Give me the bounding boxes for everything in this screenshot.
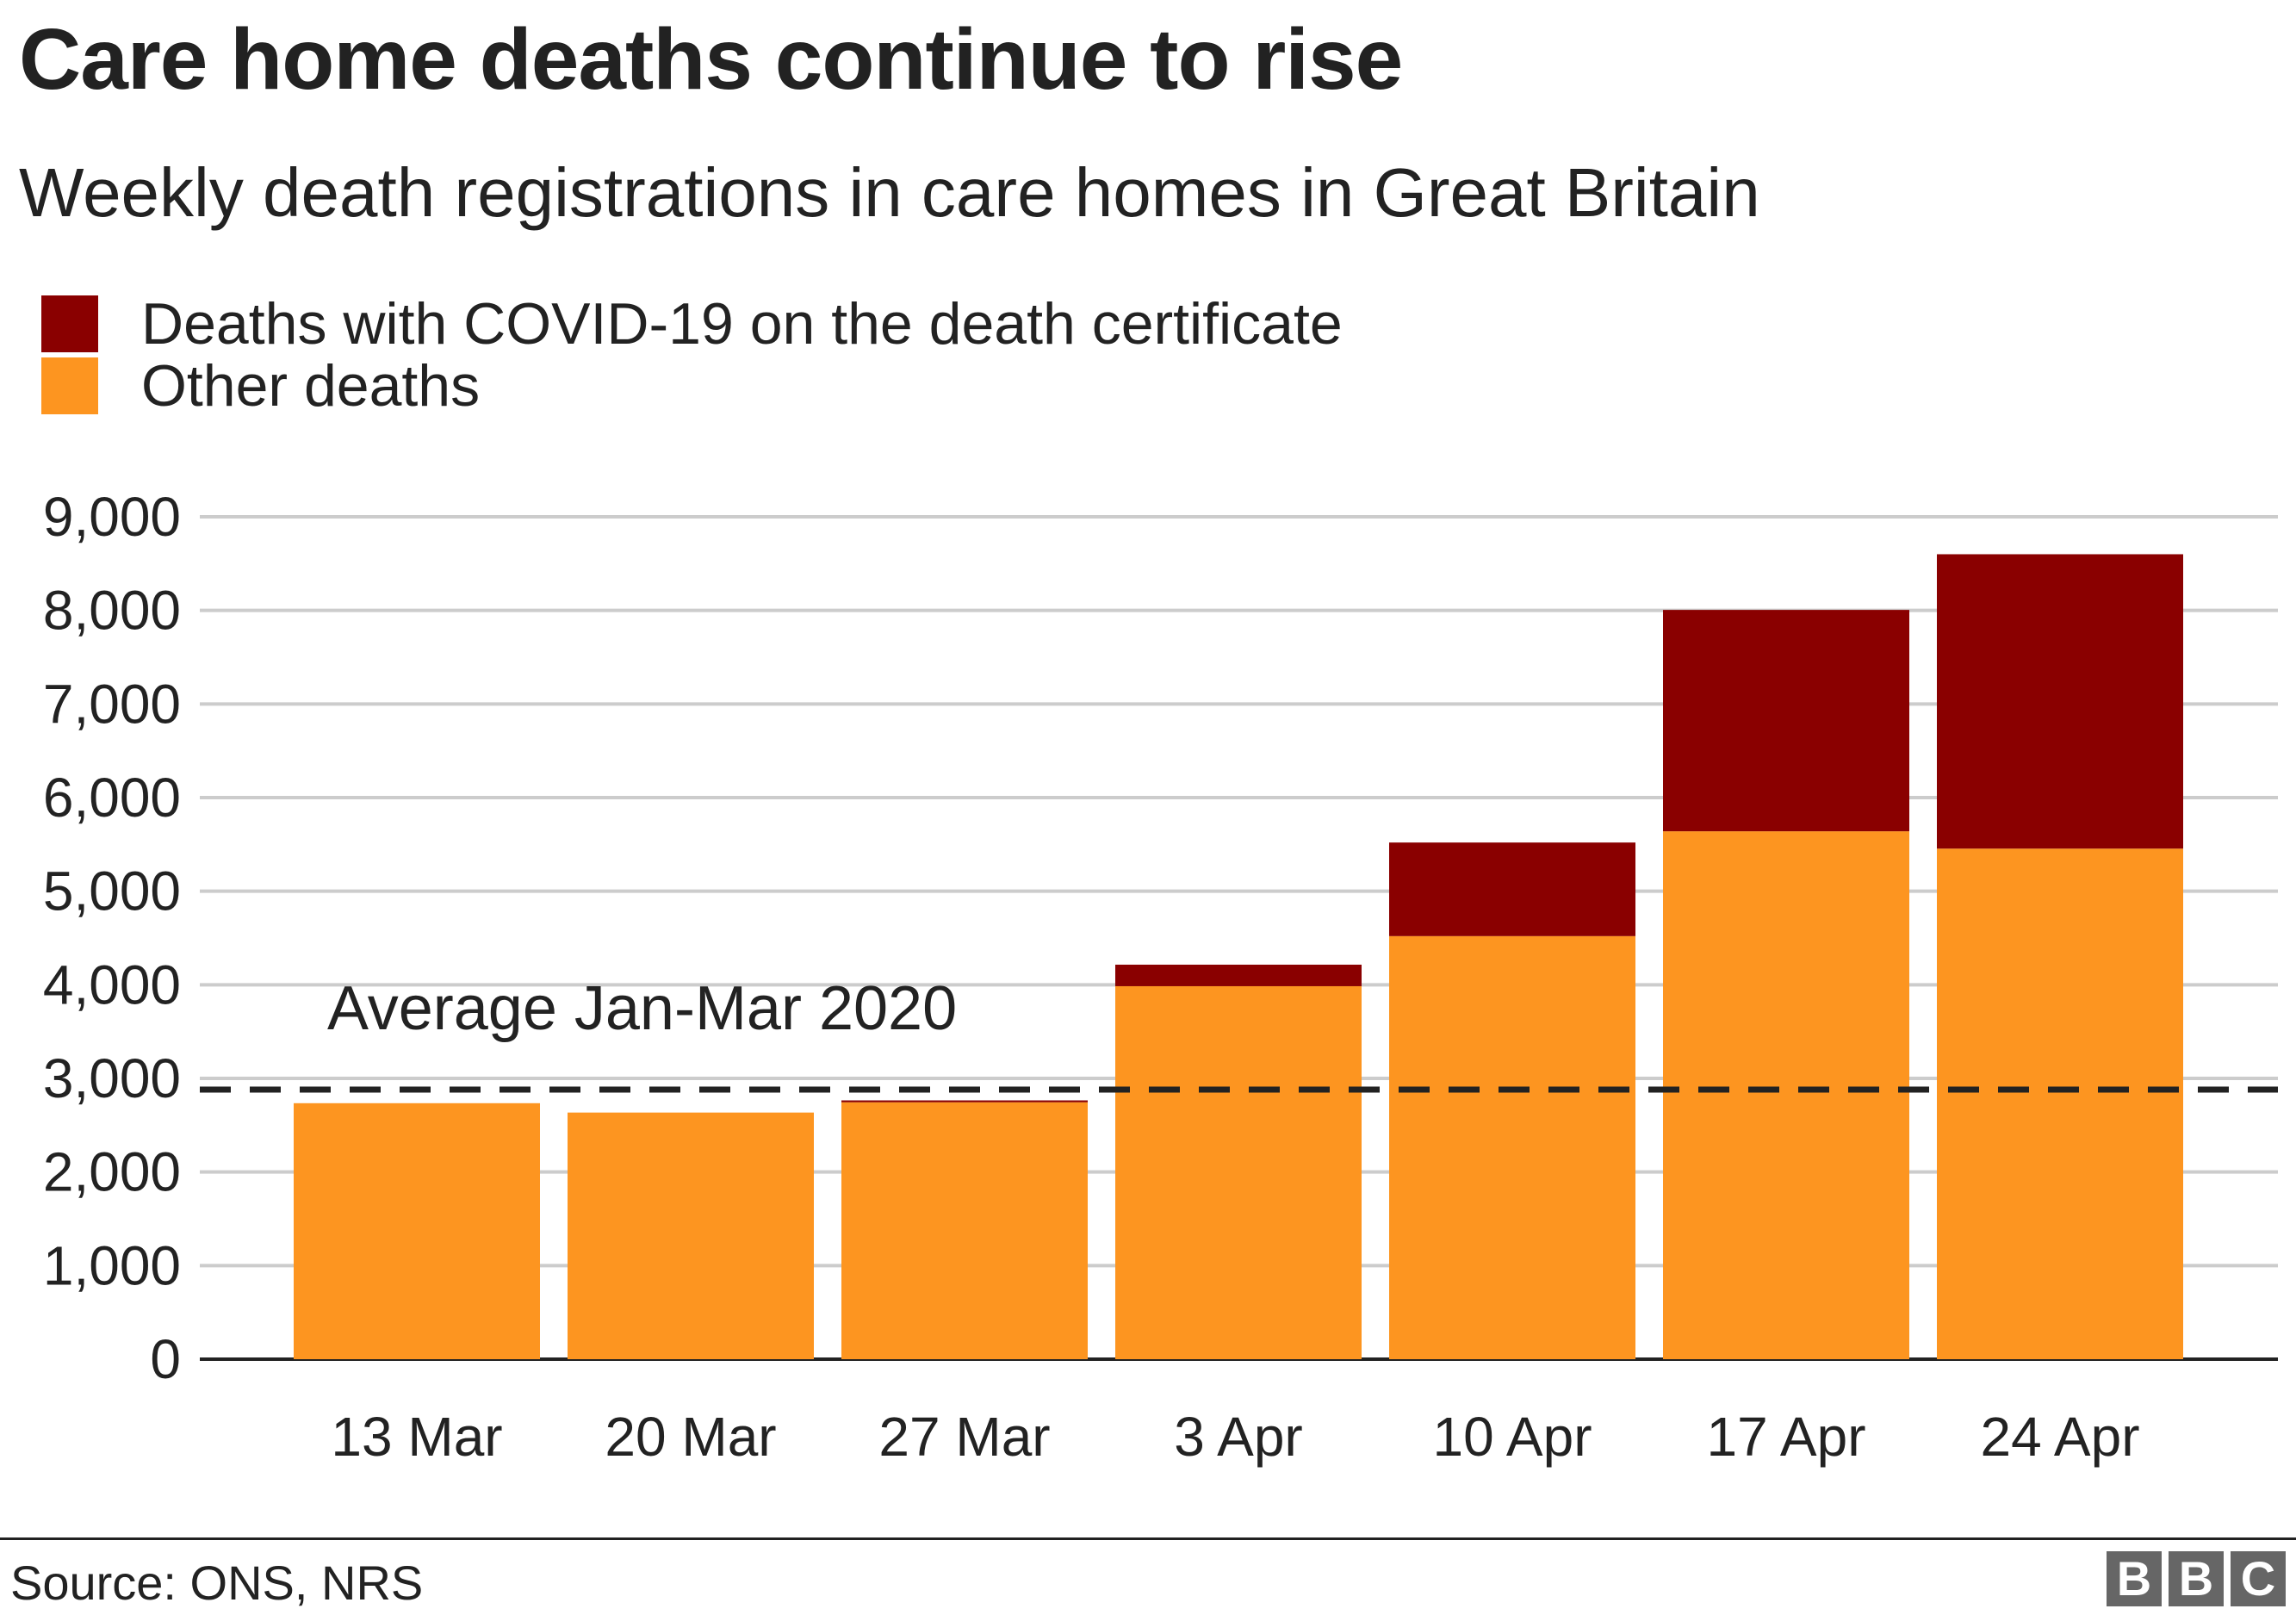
- y-tick-label: 1,000: [43, 1234, 181, 1296]
- bbc-logo: B B C: [2107, 1551, 2286, 1606]
- x-tick-label: 27 Mar: [878, 1406, 1050, 1468]
- y-tick-label: 7,000: [43, 673, 181, 735]
- bar-covid-deaths: [1389, 842, 1635, 936]
- bar-covid-deaths: [1937, 554, 2183, 849]
- x-tick-label: 13 Mar: [331, 1406, 502, 1468]
- chart-title: Care home deaths continue to rise: [19, 11, 1403, 108]
- legend-item-covid: Deaths with COVID-19 on the death certif…: [41, 291, 1343, 357]
- source-note: Source: ONS, NRS: [10, 1556, 424, 1610]
- legend-swatch-other: [41, 357, 98, 414]
- bbc-logo-block-2: B: [2169, 1551, 2224, 1606]
- bar-covid-deaths: [1115, 964, 1362, 986]
- footer-divider: [0, 1537, 2296, 1540]
- x-tick-label: 17 Apr: [1706, 1406, 1865, 1468]
- y-tick-label: 4,000: [43, 953, 181, 1016]
- chart-subtitle: Weekly death registrations in care homes…: [19, 154, 1760, 231]
- average-label: Average Jan-Mar 2020: [327, 974, 957, 1043]
- x-axis-tick-labels: 13 Mar 20 Mar 27 Mar 3 Apr 10 Apr 17 Apr 24 Ap…: [331, 1406, 2139, 1468]
- average-reference: Average Jan-Mar 2020: [200, 974, 2278, 1093]
- gridlines: [200, 515, 2278, 1361]
- y-tick-label: 2,000: [43, 1141, 181, 1203]
- bar-other-deaths: [1663, 831, 1909, 1359]
- stacked-bar-chart: 0 1,000 2,000 3,000 4,000 5,000 6,000 7,000 8,00…: [43, 486, 2278, 1468]
- bar-other-deaths: [1389, 935, 1635, 1359]
- y-tick-label: 3,000: [43, 1047, 181, 1109]
- legend-label-other: Other deaths: [141, 353, 481, 419]
- bbc-logo-block-1: B: [2107, 1551, 2162, 1606]
- x-tick-label: 3 Apr: [1174, 1406, 1302, 1468]
- y-tick-label: 0: [150, 1328, 181, 1390]
- y-tick-label: 6,000: [43, 767, 181, 829]
- bar-other-deaths: [568, 1112, 814, 1359]
- bbc-logo-block-3: C: [2231, 1551, 2286, 1606]
- bar-other-deaths: [1115, 985, 1362, 1359]
- x-tick-label: 10 Apr: [1432, 1406, 1592, 1468]
- bar-other-deaths: [294, 1103, 540, 1359]
- bar-other-deaths: [1937, 848, 2183, 1359]
- y-axis-tick-labels: 0 1,000 2,000 3,000 4,000 5,000 6,000 7,000 8,00…: [43, 486, 181, 1390]
- y-tick-label: 8,000: [43, 580, 181, 642]
- legend-item-other: Other deaths: [41, 353, 1343, 419]
- x-tick-label: 24 Apr: [1980, 1406, 2139, 1468]
- x-tick-label: 20 Mar: [605, 1406, 776, 1468]
- legend: Deaths with COVID-19 on the death certif…: [41, 291, 1343, 419]
- y-tick-label: 9,000: [43, 486, 181, 548]
- bars: [294, 554, 2183, 1359]
- bar-covid-deaths: [1663, 610, 1909, 832]
- y-tick-label: 5,000: [43, 860, 181, 922]
- legend-swatch-covid: [41, 295, 98, 352]
- legend-label-covid: Deaths with COVID-19 on the death certif…: [141, 291, 1343, 357]
- bar-covid-deaths: [841, 1100, 1088, 1103]
- bar-other-deaths: [841, 1102, 1088, 1359]
